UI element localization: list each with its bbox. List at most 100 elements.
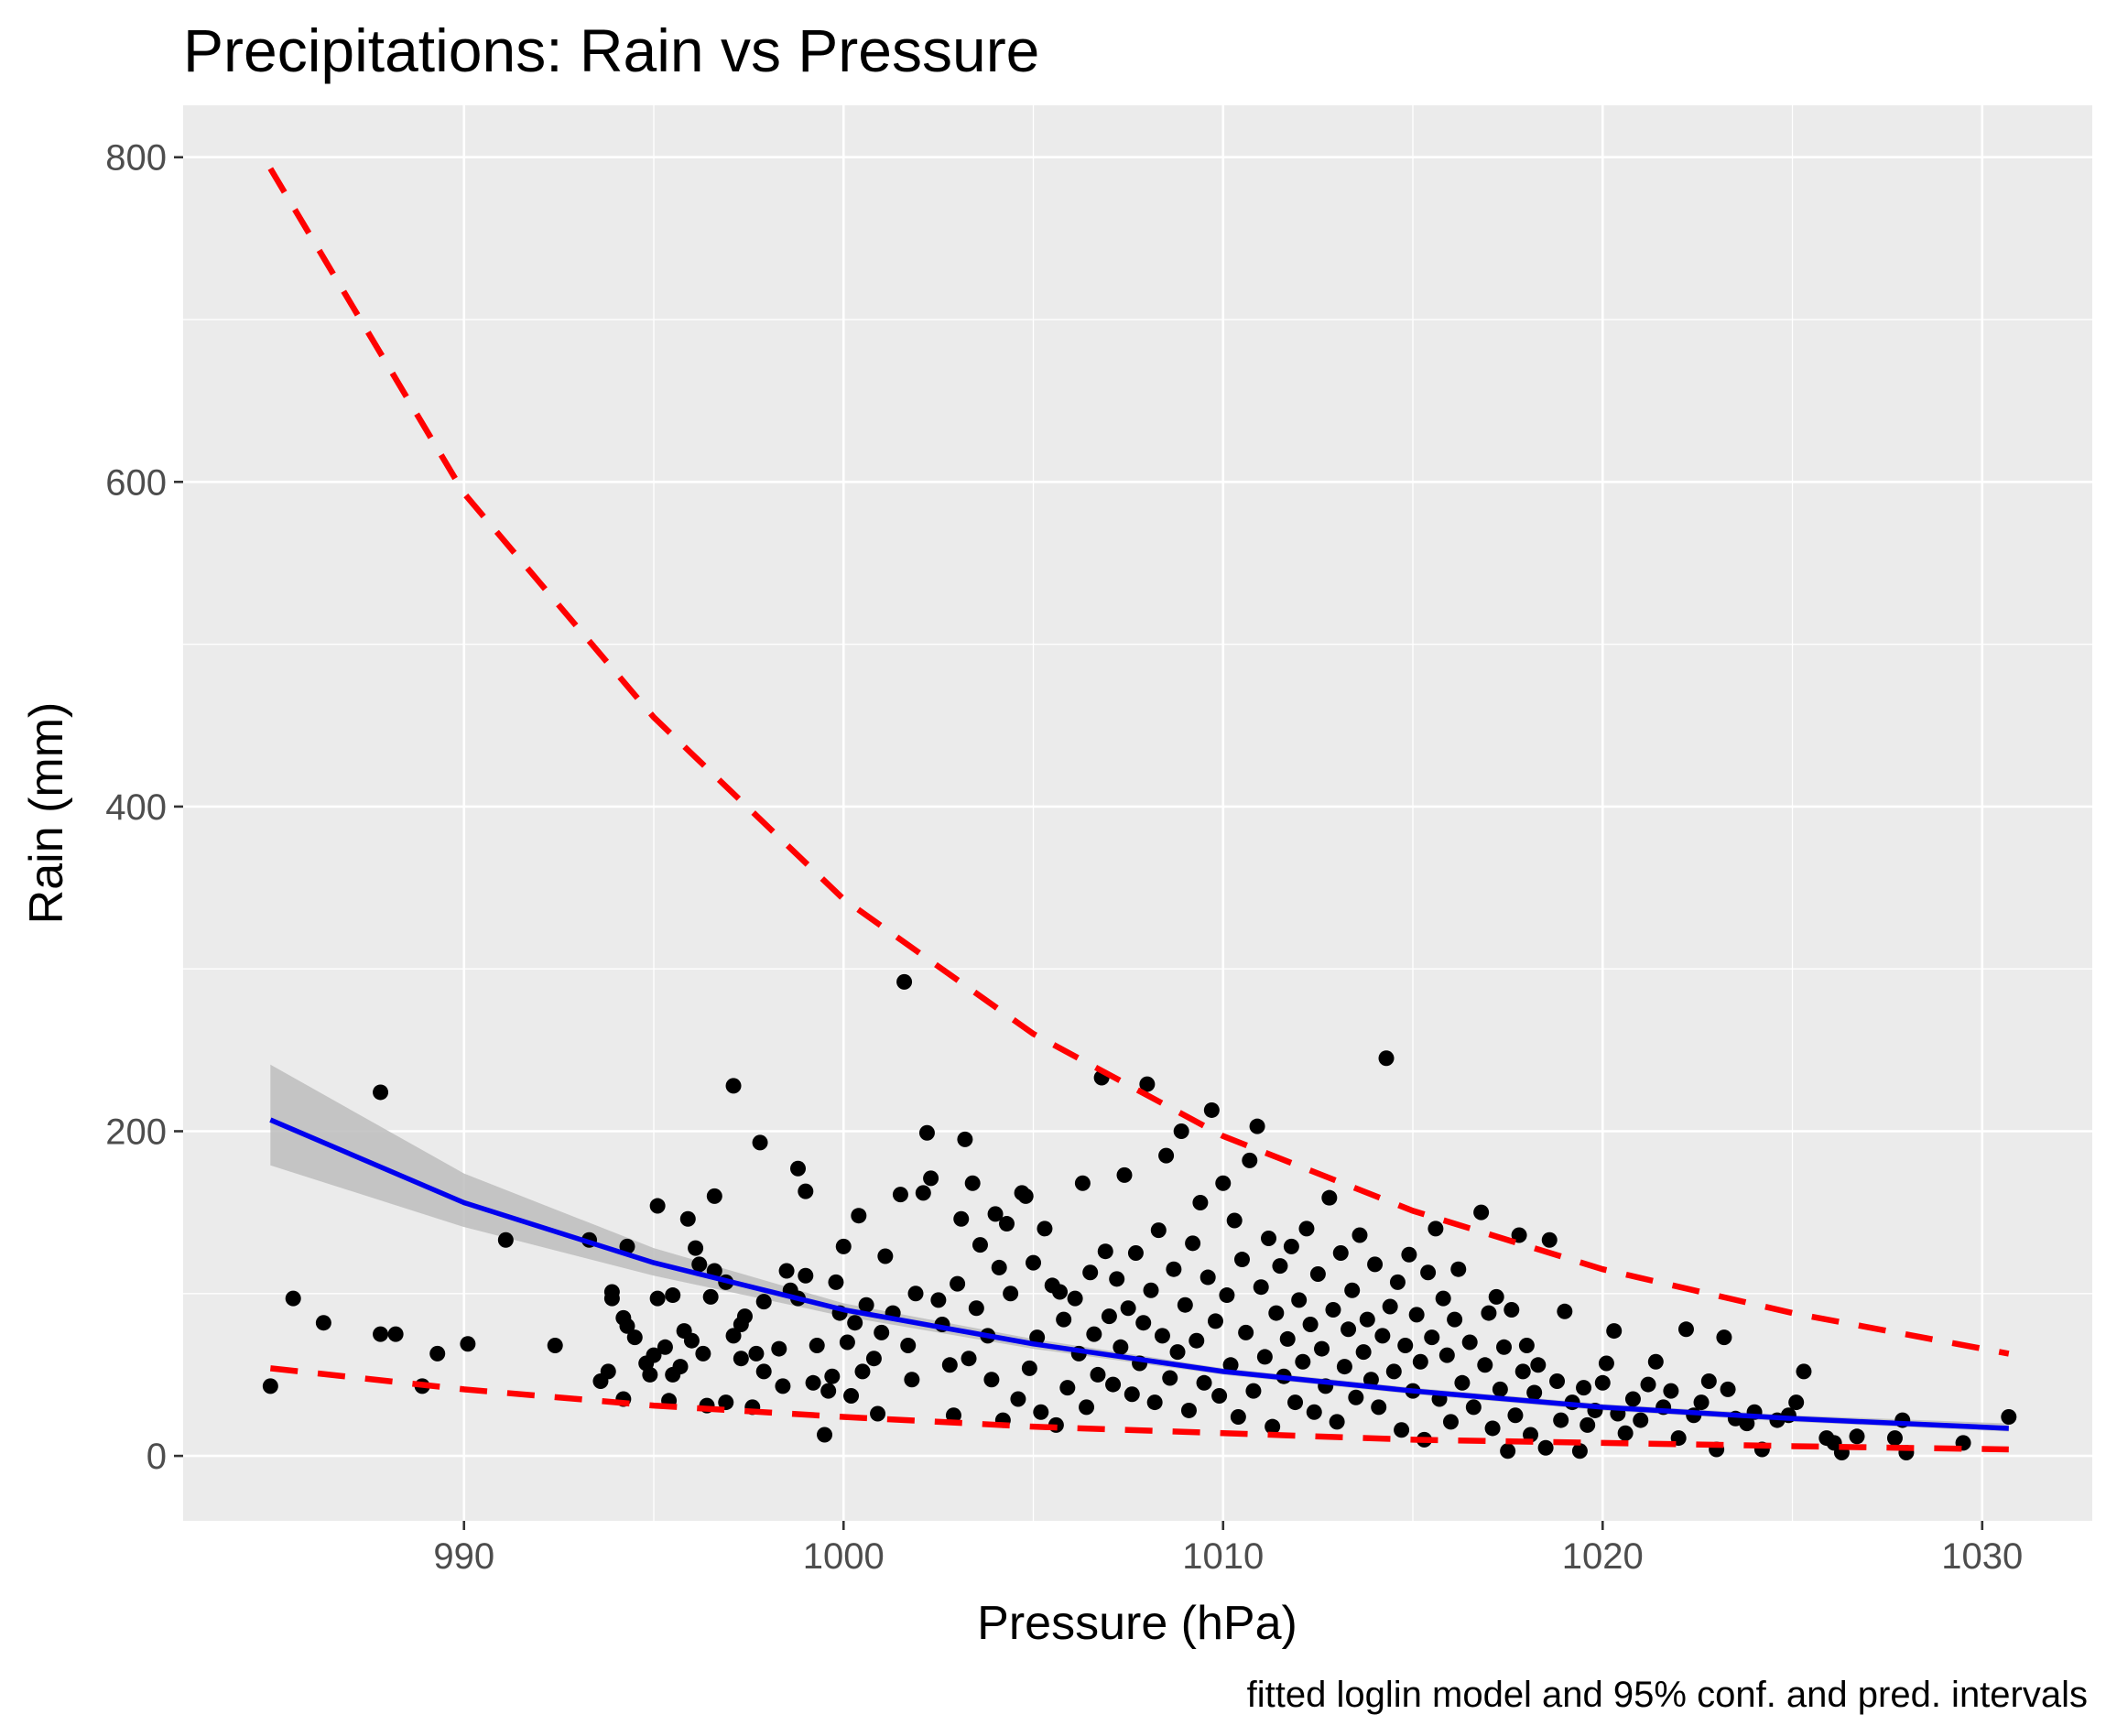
data-point: [1116, 1166, 1133, 1183]
data-point: [1693, 1394, 1710, 1411]
data-point: [1355, 1344, 1372, 1361]
data-point: [1185, 1235, 1201, 1252]
data-point: [918, 1124, 935, 1141]
data-point: [646, 1347, 662, 1363]
data-point: [702, 1288, 719, 1305]
data-point: [619, 1318, 635, 1334]
data-point: [1633, 1412, 1649, 1428]
data-point: [642, 1366, 658, 1383]
x-tick-label: 1000: [803, 1536, 885, 1577]
data-point: [1716, 1329, 1732, 1346]
data-point: [904, 1372, 920, 1388]
data-point: [1594, 1374, 1611, 1391]
data-point: [892, 1187, 908, 1203]
data-point: [1090, 1366, 1106, 1383]
data-point: [1245, 1383, 1262, 1399]
data-point: [688, 1240, 704, 1256]
data-point: [1344, 1282, 1361, 1298]
data-point: [945, 1407, 961, 1424]
data-point: [1154, 1328, 1170, 1344]
data-point: [752, 1134, 768, 1151]
data-point: [1233, 1252, 1250, 1268]
data-point: [649, 1290, 666, 1307]
data-point: [1222, 1357, 1239, 1373]
x-tick-label: 990: [433, 1536, 494, 1577]
data-point: [1143, 1282, 1159, 1298]
data-point: [1518, 1338, 1535, 1354]
data-point: [683, 1332, 700, 1349]
data-point: [1127, 1244, 1144, 1261]
data-point: [809, 1338, 825, 1354]
data-point: [1484, 1420, 1501, 1437]
data-point: [950, 1275, 966, 1292]
data-point: [1287, 1394, 1304, 1411]
data-point: [1302, 1316, 1319, 1332]
prediction-lower-line: [269, 1365, 2009, 1453]
data-point: [1173, 1123, 1189, 1139]
data-point: [1374, 1328, 1391, 1344]
data-point: [896, 973, 913, 990]
data-point: [1272, 1258, 1288, 1275]
data-point: [1886, 1430, 1903, 1447]
data-point: [1056, 1311, 1072, 1328]
data-point: [1465, 1399, 1482, 1416]
data-point: [1473, 1204, 1490, 1221]
data-point: [771, 1340, 787, 1357]
data-point: [1640, 1376, 1656, 1393]
x-tick-label: 1030: [1941, 1536, 2023, 1577]
data-point: [957, 1131, 973, 1147]
data-point: [1461, 1334, 1478, 1351]
data-point: [725, 1328, 742, 1344]
data-point: [603, 1290, 620, 1307]
data-point: [1332, 1244, 1349, 1261]
data-point: [1003, 1286, 1019, 1302]
data-point: [1295, 1353, 1311, 1370]
y-tick-label: 600: [105, 462, 167, 503]
data-point: [1504, 1302, 1520, 1318]
data-point: [1325, 1302, 1341, 1318]
y-tick-label: 200: [105, 1112, 167, 1152]
data-point: [1442, 1414, 1459, 1430]
data-point: [285, 1290, 301, 1307]
data-point: [828, 1274, 844, 1290]
data-point: [923, 1170, 939, 1187]
data-point: [1074, 1175, 1091, 1191]
data-point: [649, 1198, 666, 1214]
data-point: [1166, 1261, 1182, 1277]
y-axis-title: Rain (mm): [20, 702, 73, 925]
data-point: [497, 1231, 514, 1248]
data-point: [1496, 1339, 1513, 1355]
data-point: [1120, 1300, 1136, 1317]
data-point: [315, 1315, 331, 1331]
data-point: [1146, 1394, 1163, 1411]
data-point: [865, 1351, 882, 1367]
data-point: [983, 1372, 1000, 1388]
data-point: [1394, 1422, 1410, 1438]
x-axis-title: Pressure (hPa): [977, 1597, 1297, 1650]
data-point: [1537, 1439, 1554, 1456]
data-point: [1720, 1381, 1736, 1397]
data-point: [1033, 1404, 1049, 1420]
data-point: [851, 1208, 867, 1224]
data-point: [1021, 1360, 1037, 1376]
data-point: [1113, 1339, 1129, 1355]
data-point: [1362, 1372, 1379, 1388]
data-point: [835, 1238, 852, 1254]
data-point: [1139, 1076, 1156, 1092]
data-point: [968, 1300, 984, 1317]
data-point: [953, 1210, 970, 1227]
data-point: [1306, 1404, 1322, 1420]
data-point: [1253, 1279, 1269, 1296]
data-point: [1097, 1243, 1113, 1260]
data-point: [1329, 1414, 1345, 1430]
y-axis: 0 200 400 600 800: [105, 138, 183, 1477]
data-point: [1082, 1264, 1099, 1281]
data-point: [1109, 1271, 1125, 1287]
fit-line-layer: [269, 1117, 2009, 1431]
data-point: [1067, 1290, 1083, 1307]
data-point: [706, 1188, 722, 1204]
data-point: [1169, 1344, 1186, 1361]
data-point: [718, 1394, 734, 1411]
data-point: [1624, 1391, 1641, 1407]
data-point: [1124, 1386, 1140, 1403]
